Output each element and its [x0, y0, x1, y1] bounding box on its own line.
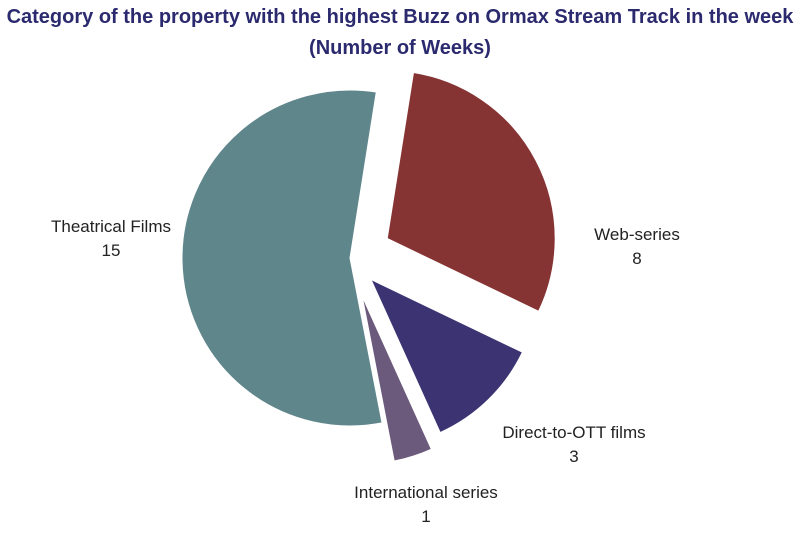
slice-label-international-series: International series: [354, 483, 498, 502]
slice-label-theatrical-films: Theatrical Films: [51, 217, 171, 236]
pie-slice-theatrical-films: [181, 89, 383, 427]
pie-slice-direct-to-ott-films: [369, 278, 524, 434]
slice-value-international-series: 1: [421, 507, 430, 526]
slice-label-web-series: Web-series: [594, 225, 680, 244]
slice-value-web-series: 8: [632, 249, 641, 268]
chart-title-line-2: (Number of Weeks): [309, 37, 491, 59]
chart-title: Category of the property with the highes…: [0, 2, 800, 64]
pie-slice-web-series: [386, 71, 556, 312]
chart-title-line-1: Category of the property with the highes…: [6, 6, 794, 28]
slice-label-direct-to-ott-films: Direct-to-OTT films: [502, 423, 645, 442]
pie-slice-international-series: [361, 295, 433, 462]
slice-value-theatrical-films: 15: [102, 241, 121, 260]
slice-value-direct-to-ott-films: 3: [569, 447, 578, 466]
